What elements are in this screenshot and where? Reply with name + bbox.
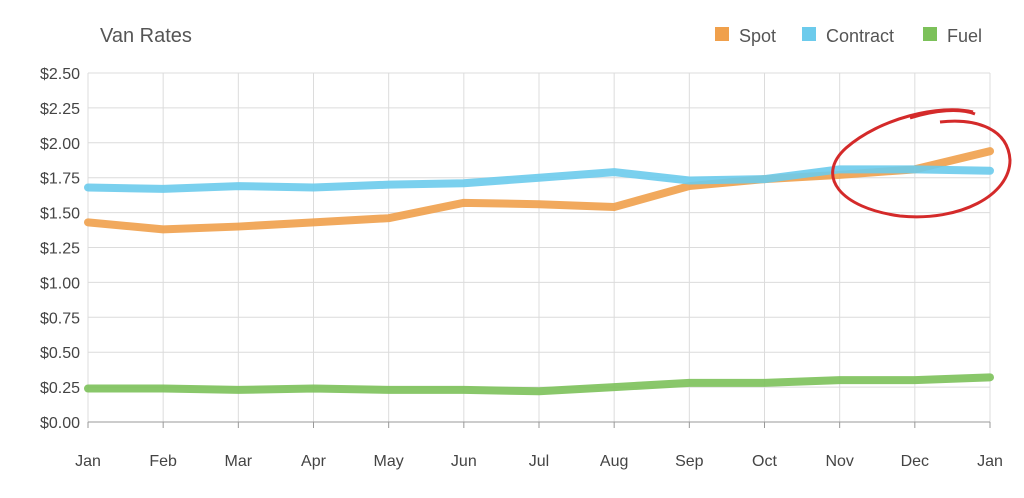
grid bbox=[87, 72, 991, 423]
x-tick-label: Oct bbox=[752, 453, 777, 470]
y-tick-label: $0.75 bbox=[40, 310, 80, 327]
x-tick-label: Jan bbox=[75, 453, 101, 470]
y-tick-label: $2.25 bbox=[40, 101, 80, 118]
y-tick-label: $0.25 bbox=[40, 380, 80, 397]
x-tick-label: Aug bbox=[600, 453, 628, 470]
y-axis: $0.00 $0.25 $0.50 $0.75 $1.00 $1.25 $1.50 $1.75… bbox=[40, 66, 80, 432]
x-tick-label: Jul bbox=[529, 453, 549, 470]
legend-label-spot: Spot bbox=[739, 26, 776, 46]
x-tick-label: Dec bbox=[901, 453, 929, 470]
y-tick-label: $0.00 bbox=[40, 415, 80, 432]
y-tick-label: $2.00 bbox=[40, 136, 80, 153]
legend-swatch-spot bbox=[715, 27, 729, 41]
annotation-stroke bbox=[909, 109, 976, 120]
x-tick-label: May bbox=[374, 453, 404, 470]
y-tick-label: $2.50 bbox=[40, 66, 80, 83]
x-tick-label: Apr bbox=[301, 453, 327, 470]
legend-swatch-contract bbox=[802, 27, 816, 41]
x-axis: Jan Feb Mar Apr May Jun Jul Aug Sep Oct Nov Dec Jan bbox=[75, 421, 1003, 470]
y-tick-label: $1.00 bbox=[40, 275, 80, 292]
series-lines bbox=[84, 147, 994, 396]
y-tick-label: $1.50 bbox=[40, 206, 80, 223]
y-tick-label: $0.50 bbox=[40, 345, 80, 362]
annotation-circle bbox=[831, 108, 1012, 219]
y-tick-label: $1.25 bbox=[40, 241, 80, 258]
x-tick-label: Feb bbox=[149, 453, 177, 470]
legend: Spot Contract Fuel bbox=[715, 26, 982, 46]
legend-label-contract: Contract bbox=[826, 26, 894, 46]
x-tick-label: Sep bbox=[675, 453, 704, 470]
annotation bbox=[831, 108, 1012, 219]
legend-label-fuel: Fuel bbox=[947, 26, 982, 46]
y-tick-label: $1.75 bbox=[40, 171, 80, 188]
x-tick-label: Jun bbox=[451, 453, 477, 470]
x-tick-label: Jan bbox=[977, 453, 1003, 470]
x-tick-label: Mar bbox=[225, 453, 253, 470]
chart-title: Van Rates bbox=[100, 25, 192, 47]
legend-swatch-fuel bbox=[923, 27, 937, 41]
x-tick-label: Nov bbox=[825, 453, 853, 470]
